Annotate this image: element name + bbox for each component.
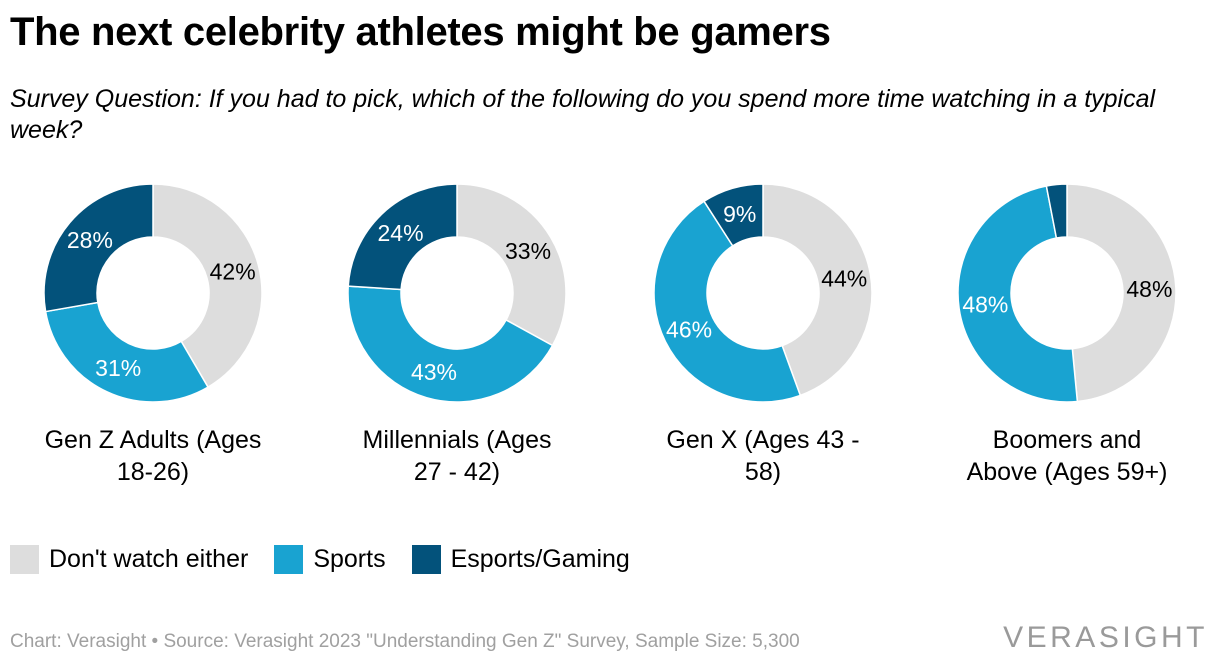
donut-slice-dont-watch [1066, 183, 1177, 403]
brand-logo: VERASIGHT [1003, 621, 1208, 654]
donut-chart-3: 44% 46% 9% Gen X (Ages 43 - 58) [653, 183, 873, 486]
donut-slice-dont-watch [456, 183, 567, 347]
donut-slice-esports [703, 183, 764, 247]
donut-slice-sports [957, 185, 1079, 403]
category-label-line: 18-26) [117, 458, 189, 486]
category-label-line: Above (Ages 59+) [967, 458, 1168, 486]
slice-value-label: 24% [378, 220, 424, 246]
slice-value-label: 43% [411, 359, 457, 385]
chart-title: The next celebrity athletes might be gam… [10, 10, 831, 54]
legend-swatch-esports [411, 545, 441, 574]
slice-value-label: 42% [210, 258, 256, 284]
slice-value-label: 46% [666, 317, 712, 343]
donut-chart-1: 42% 31% 28% Gen Z Adults (Ages 18-26) [43, 183, 263, 486]
category-label-line: Gen X (Ages 43 - [666, 426, 859, 454]
slice-value-label: 33% [505, 238, 551, 264]
legend-swatch-sports [274, 545, 304, 574]
legend-swatch-dont-watch [10, 545, 39, 574]
donut-chart-4: 48% 48% Boomers and Above (Ages 59+) [957, 183, 1177, 486]
category-label-line: Boomers and [993, 426, 1142, 454]
legend-item-dont-watch: Don't watch either [10, 545, 248, 574]
donut-slice-esports [1045, 183, 1068, 239]
category-label-line: 27 - 42) [414, 458, 500, 486]
slice-value-label: 48% [1126, 276, 1172, 302]
donut-slice-sports [44, 301, 210, 403]
slice-value-label: 44% [821, 266, 867, 292]
slice-value-label: 28% [67, 227, 113, 253]
donut-charts: 42% 31% 28% Gen Z Adults (Ages 18-26) 33% 43% 2… [43, 183, 1177, 486]
legend: Don't watch either Sports Esports/Gaming [10, 545, 656, 574]
donut-slice-esports [347, 183, 458, 291]
donut-chart-2: 33% 43% 24% Millennials (Ages 27 - 42) [347, 183, 567, 486]
slice-value-label: 9% [723, 201, 756, 227]
category-label-line: 58) [745, 458, 781, 486]
chart-subtitle: Survey Question: If you had to pick, whi… [10, 85, 1156, 144]
donut-slice-esports [43, 183, 154, 313]
slice-value-label: 31% [95, 355, 141, 381]
source-footer: Chart: Verasight • Source: Verasight 202… [10, 631, 800, 652]
category-label-line: Gen Z Adults (Ages [45, 426, 262, 454]
donut-slice-dont-watch [762, 183, 873, 397]
slice-value-label: 48% [962, 292, 1008, 318]
legend-label-dont-watch: Don't watch either [49, 545, 249, 573]
donut-slice-dont-watch [152, 183, 263, 389]
legend-item-esports: Esports/Gaming [411, 545, 630, 574]
category-label-line: Millennials (Ages [363, 426, 552, 454]
legend-label-sports: Sports [313, 545, 386, 573]
legend-item-sports: Sports [274, 545, 386, 574]
donut-slice-sports [653, 200, 802, 403]
legend-label-esports: Esports/Gaming [450, 545, 630, 573]
donut-slice-sports [347, 285, 554, 403]
